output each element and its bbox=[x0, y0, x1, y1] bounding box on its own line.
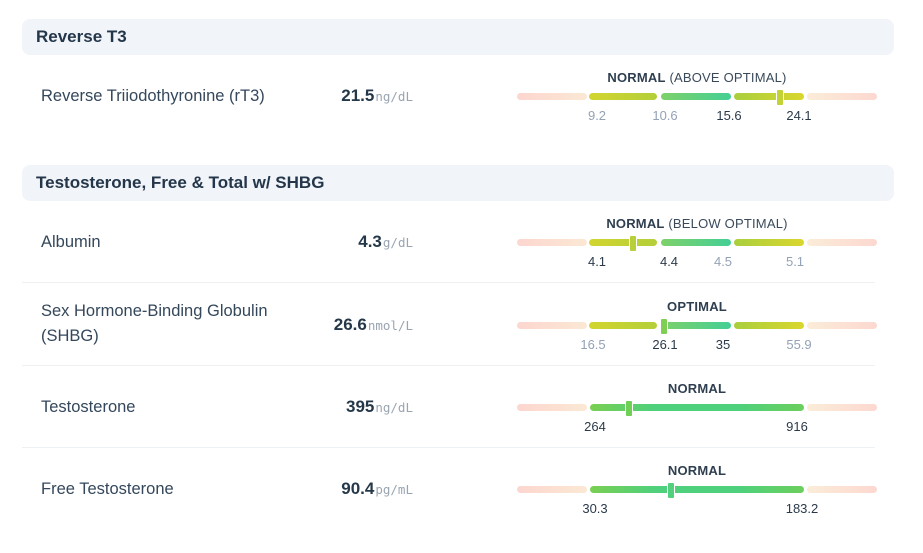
test-row-testosterone[interactable]: Testosterone 395 ng/dL NORMAL 264 916 bbox=[22, 366, 877, 448]
status-label: NORMAL bbox=[606, 216, 665, 231]
tick-label: 4.5 bbox=[713, 254, 733, 269]
range-status: OPTIMAL bbox=[517, 299, 877, 314]
result-value: 395 bbox=[345, 397, 375, 416]
range-band-suboptimal-high bbox=[734, 239, 804, 246]
status-detail: (ABOVE OPTIMAL) bbox=[669, 70, 787, 85]
test-row-free-testosterone[interactable]: Free Testosterone 90.4 pg/mL NORMAL 30.3… bbox=[22, 448, 877, 530]
range-gauge: OPTIMAL 16.5 26.1 35 55.9 bbox=[517, 299, 877, 352]
test-name: Reverse Triiodothyronine (rT3) bbox=[41, 87, 265, 105]
range-band-normal bbox=[590, 404, 804, 411]
tick-label: 30.3 bbox=[582, 501, 608, 516]
range-status: NORMAL (ABOVE OPTIMAL) bbox=[517, 70, 877, 85]
range-band-optimal bbox=[661, 322, 731, 329]
tick-label: 916 bbox=[786, 419, 808, 434]
range-band-suboptimal-low bbox=[589, 93, 657, 100]
range-gauge: NORMAL (ABOVE OPTIMAL) 9.2 10.6 15.6 24.… bbox=[517, 70, 877, 123]
result-value: 21.5 bbox=[341, 86, 375, 105]
test-name: Free Testosterone bbox=[41, 480, 174, 498]
result-marker bbox=[776, 89, 784, 106]
section-title: Testosterone, Free & Total w/ SHBG bbox=[36, 173, 325, 192]
tick-label: 9.2 bbox=[587, 108, 607, 123]
range-band-low bbox=[517, 486, 587, 493]
range-status: NORMAL (BELOW OPTIMAL) bbox=[517, 216, 877, 231]
range-gauge: NORMAL (BELOW OPTIMAL) 4.1 4.4 4.5 5.1 bbox=[517, 216, 877, 269]
tick-label: 16.5 bbox=[580, 337, 606, 352]
test-row-rt3[interactable]: Reverse Triiodothyronine (rT3) 21.5 ng/d… bbox=[22, 70, 877, 126]
range-band-high bbox=[807, 93, 877, 100]
range-band-optimal bbox=[661, 239, 731, 246]
result-marker bbox=[667, 482, 675, 499]
tick-label: 5.1 bbox=[785, 254, 805, 269]
result-unit: ng/dL bbox=[375, 89, 413, 104]
range-band-suboptimal-high bbox=[734, 322, 804, 329]
test-name-line: (SHBG) bbox=[41, 327, 99, 345]
range-band-suboptimal-high bbox=[734, 93, 804, 100]
range-band-high bbox=[807, 322, 877, 329]
section-header-reverse-t3: Reverse T3 bbox=[22, 19, 894, 55]
test-name-line: Sex Hormone-Binding Globulin bbox=[41, 302, 268, 320]
range-band-low bbox=[517, 93, 587, 100]
result-value: 4.3 bbox=[358, 232, 382, 251]
tick-label: 24.1 bbox=[786, 108, 812, 123]
tick-label: 4.4 bbox=[659, 254, 679, 269]
tick-label: 15.6 bbox=[716, 108, 742, 123]
test-result: 21.5 ng/dL bbox=[341, 86, 413, 106]
result-marker bbox=[625, 400, 633, 417]
range-band-low bbox=[517, 322, 587, 329]
range-band-high bbox=[807, 486, 877, 493]
test-name: Testosterone bbox=[41, 398, 136, 416]
test-result: 4.3 g/dL bbox=[358, 232, 413, 252]
section-title: Reverse T3 bbox=[36, 27, 127, 46]
range-gauge: NORMAL 264 916 bbox=[517, 381, 877, 434]
tick-label: 35 bbox=[715, 337, 731, 352]
range-status: NORMAL bbox=[517, 463, 877, 478]
tick-label: 26.1 bbox=[652, 337, 678, 352]
status-label: OPTIMAL bbox=[667, 299, 727, 314]
tick-label: 55.9 bbox=[786, 337, 812, 352]
test-name: Sex Hormone-Binding Globulin (SHBG) bbox=[41, 299, 268, 349]
tick-label: 10.6 bbox=[652, 108, 678, 123]
result-unit: nmol/L bbox=[367, 318, 413, 333]
range-band-low bbox=[517, 404, 587, 411]
status-detail: (BELOW OPTIMAL) bbox=[668, 216, 788, 231]
result-unit: g/dL bbox=[382, 235, 413, 250]
result-value: 90.4 bbox=[341, 479, 375, 498]
status-label: NORMAL bbox=[667, 381, 727, 396]
tick-label: 264 bbox=[584, 419, 606, 434]
result-unit: pg/mL bbox=[375, 482, 413, 497]
result-marker bbox=[660, 318, 668, 335]
range-band-high bbox=[807, 239, 877, 246]
test-row-albumin[interactable]: Albumin 4.3 g/dL NORMAL (BELOW OPTIMAL) … bbox=[22, 216, 877, 283]
range-gauge: NORMAL 30.3 183.2 bbox=[517, 463, 877, 516]
test-result: 90.4 pg/mL bbox=[341, 479, 413, 499]
test-result: 26.6 nmol/L bbox=[334, 315, 413, 335]
test-row-shbg[interactable]: Sex Hormone-Binding Globulin (SHBG) 26.6… bbox=[22, 283, 877, 366]
range-band-high bbox=[807, 404, 877, 411]
tick-label: 183.2 bbox=[785, 501, 819, 516]
range-band-optimal bbox=[661, 93, 731, 100]
section-header-testosterone: Testosterone, Free & Total w/ SHBG bbox=[22, 165, 894, 201]
status-label: NORMAL bbox=[667, 463, 727, 478]
range-band-suboptimal-low bbox=[589, 239, 657, 246]
result-value: 26.6 bbox=[333, 315, 367, 334]
test-result: 395 ng/dL bbox=[346, 397, 413, 417]
range-band-low bbox=[517, 239, 587, 246]
range-band-suboptimal-low bbox=[589, 322, 657, 329]
result-unit: ng/dL bbox=[375, 400, 413, 415]
range-status: NORMAL bbox=[517, 381, 877, 396]
test-name: Albumin bbox=[41, 233, 101, 251]
tick-label: 4.1 bbox=[587, 254, 607, 269]
status-label: NORMAL bbox=[607, 70, 666, 85]
result-marker bbox=[629, 235, 637, 252]
range-band-normal bbox=[590, 486, 804, 493]
